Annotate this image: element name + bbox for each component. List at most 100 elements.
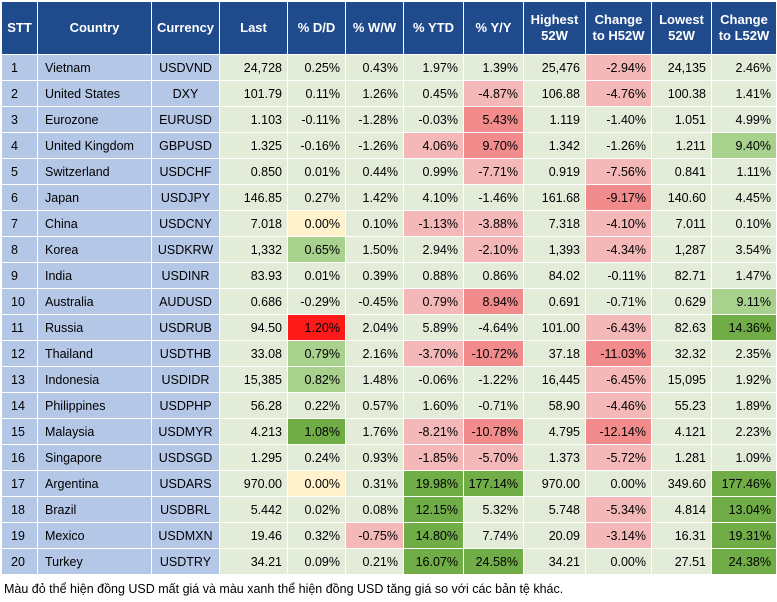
cell-ch52: -4.46% xyxy=(585,392,652,419)
cell-yy: -10.72% xyxy=(463,340,524,367)
cell-currency: USDRUB xyxy=(151,314,220,341)
cell-yy: 5.43% xyxy=(463,106,524,133)
cell-cl52: 1.89% xyxy=(711,392,777,419)
cell-currency: USDSGD xyxy=(151,444,220,471)
cell-ww: 2.16% xyxy=(345,340,404,367)
cell-cl52: 2.46% xyxy=(711,54,777,81)
cell-ww: 0.21% xyxy=(345,548,404,575)
cell-ytd: 0.79% xyxy=(403,288,464,315)
cell-country: Vietnam xyxy=(37,54,152,81)
cell-currency: USDCHF xyxy=(151,158,220,185)
cell-country: Argentina xyxy=(37,470,152,497)
cell-last: 24,728 xyxy=(219,54,288,81)
cell-yy: -4.64% xyxy=(463,314,524,341)
cell-dd: -0.11% xyxy=(287,106,346,133)
cell-h52: 20.09 xyxy=(523,522,586,549)
cell-stt: 3 xyxy=(1,106,38,133)
cell-ww: 1.48% xyxy=(345,366,404,393)
cell-stt: 7 xyxy=(1,210,38,237)
currency-table: STT Country Currency Last% D/D% W/W% YTD% Y… xyxy=(1,1,777,575)
header-stt: STT xyxy=(1,1,38,55)
cell-yy: -4.87% xyxy=(463,80,524,107)
cell-dd: 0.32% xyxy=(287,522,346,549)
cell-l52: 1.281 xyxy=(651,444,712,471)
cell-ch52: -4.10% xyxy=(585,210,652,237)
cell-ytd: 1.60% xyxy=(403,392,464,419)
cell-dd: 0.79% xyxy=(287,340,346,367)
cell-ww: 1.42% xyxy=(345,184,404,211)
cell-yy: 0.86% xyxy=(463,262,524,289)
cell-h52: 1.373 xyxy=(523,444,586,471)
header-yy: % Y/Y xyxy=(463,1,524,55)
cell-h52: 34.21 xyxy=(523,548,586,575)
cell-l52: 16.31 xyxy=(651,522,712,549)
cell-yy: -2.10% xyxy=(463,236,524,263)
cell-country: Singapore xyxy=(37,444,152,471)
cell-last: 970.00 xyxy=(219,470,288,497)
table-header-row: STT Country Currency Last% D/D% W/W% YTD% Y… xyxy=(1,1,777,55)
cell-ytd: 0.88% xyxy=(403,262,464,289)
cell-stt: 14 xyxy=(1,392,38,419)
cell-ytd: 0.99% xyxy=(403,158,464,185)
cell-h52: 84.02 xyxy=(523,262,586,289)
cell-country: Korea xyxy=(37,236,152,263)
cell-dd: 1.08% xyxy=(287,418,346,445)
table-row: 13 Indonesia USDIDR 15,385 0.82% 1.48% -0.06% -… xyxy=(1,366,777,393)
cell-ch52: -1.26% xyxy=(585,132,652,159)
table-row: 1 Vietnam USDVND 24,728 0.25% 0.43% 1.97% 1.39%… xyxy=(1,54,777,81)
cell-currency: USDIDR xyxy=(151,366,220,393)
cell-ww: 1.76% xyxy=(345,418,404,445)
cell-ch52: -7.56% xyxy=(585,158,652,185)
cell-country: Switzerland xyxy=(37,158,152,185)
cell-dd: -0.16% xyxy=(287,132,346,159)
cell-l52: 15,095 xyxy=(651,366,712,393)
cell-ww: 0.39% xyxy=(345,262,404,289)
cell-ytd: 0.45% xyxy=(403,80,464,107)
header-ytd: % YTD xyxy=(403,1,464,55)
cell-country: Brazil xyxy=(37,496,152,523)
cell-h52: 0.691 xyxy=(523,288,586,315)
cell-country: Malaysia xyxy=(37,418,152,445)
cell-yy: 5.32% xyxy=(463,496,524,523)
cell-cl52: 24.38% xyxy=(711,548,777,575)
table-row: 11 Russia USDRUB 94.50 1.20% 2.04% 5.89% -4.64%… xyxy=(1,314,777,341)
cell-ch52: -9.17% xyxy=(585,184,652,211)
footnote: Màu đỏ thể hiện đồng USD mất giá và màu … xyxy=(4,582,564,596)
cell-cl52: 1.47% xyxy=(711,262,777,289)
cell-last: 94.50 xyxy=(219,314,288,341)
cell-ww: 1.26% xyxy=(345,80,404,107)
cell-dd: 0.65% xyxy=(287,236,346,263)
cell-stt: 8 xyxy=(1,236,38,263)
cell-stt: 20 xyxy=(1,548,38,575)
cell-ytd: 19.98% xyxy=(403,470,464,497)
cell-stt: 1 xyxy=(1,54,38,81)
cell-cl52: 9.11% xyxy=(711,288,777,315)
cell-stt: 15 xyxy=(1,418,38,445)
cell-ytd: -0.03% xyxy=(403,106,464,133)
cell-cl52: 2.23% xyxy=(711,418,777,445)
cell-dd: 0.01% xyxy=(287,262,346,289)
cell-l52: 100.38 xyxy=(651,80,712,107)
cell-country: United States xyxy=(37,80,152,107)
cell-ch52: -4.76% xyxy=(585,80,652,107)
cell-ytd: 14.80% xyxy=(403,522,464,549)
cell-last: 1.325 xyxy=(219,132,288,159)
cell-yy: -7.71% xyxy=(463,158,524,185)
cell-country: Philippines xyxy=(37,392,152,419)
cell-h52: 58.90 xyxy=(523,392,586,419)
header-ww: % W/W xyxy=(345,1,404,55)
cell-ww: 0.43% xyxy=(345,54,404,81)
cell-last: 0.686 xyxy=(219,288,288,315)
cell-l52: 1.051 xyxy=(651,106,712,133)
cell-ch52: -12.14% xyxy=(585,418,652,445)
cell-stt: 16 xyxy=(1,444,38,471)
cell-country: Eurozone xyxy=(37,106,152,133)
cell-ytd: 16.07% xyxy=(403,548,464,575)
cell-dd: 0.01% xyxy=(287,158,346,185)
cell-h52: 4.795 xyxy=(523,418,586,445)
cell-l52: 32.32 xyxy=(651,340,712,367)
cell-l52: 82.71 xyxy=(651,262,712,289)
cell-currency: AUDUSD xyxy=(151,288,220,315)
cell-ytd: -3.70% xyxy=(403,340,464,367)
cell-ww: 0.93% xyxy=(345,444,404,471)
